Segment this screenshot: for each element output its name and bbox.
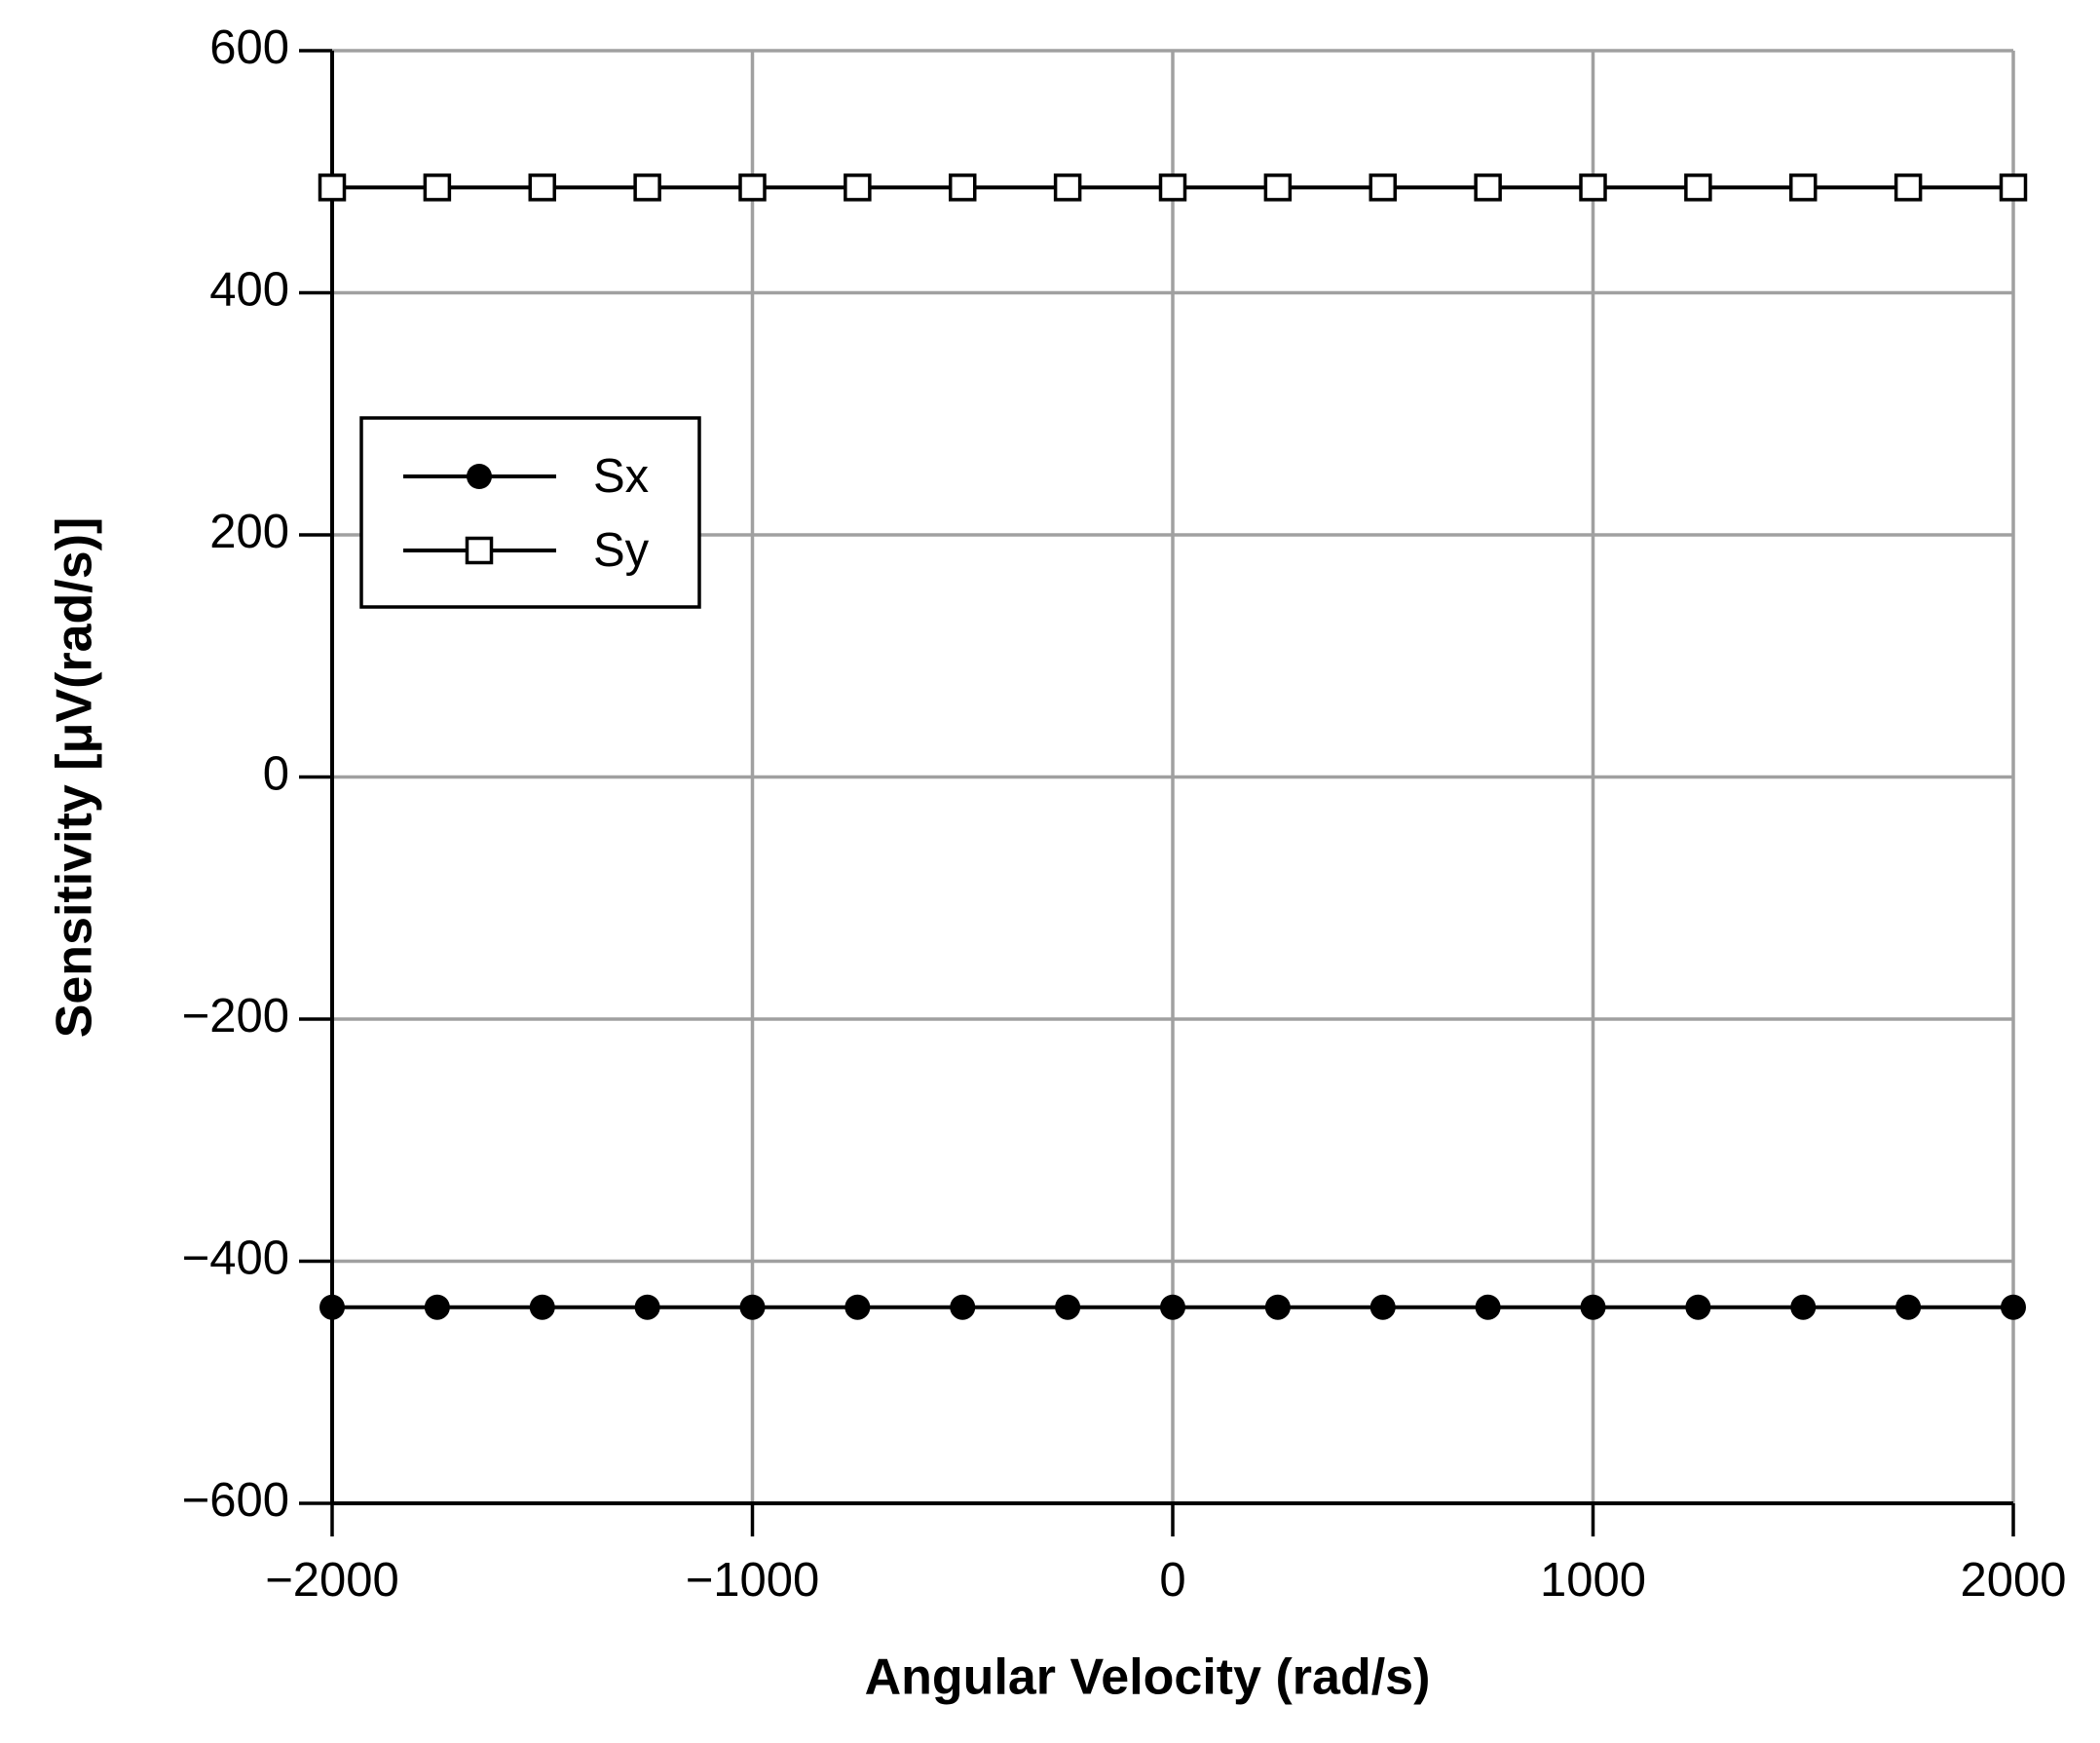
marker bbox=[1580, 1294, 1606, 1320]
marker bbox=[319, 1294, 345, 1320]
marker bbox=[1474, 173, 1502, 202]
marker bbox=[844, 1294, 871, 1320]
marker bbox=[1789, 173, 1818, 202]
marker bbox=[949, 173, 977, 202]
y-tick-label: 200 bbox=[209, 506, 289, 558]
marker bbox=[1263, 173, 1293, 202]
marker bbox=[318, 173, 347, 202]
x-tick-label: −2000 bbox=[265, 1554, 399, 1607]
marker bbox=[1475, 1294, 1501, 1320]
marker bbox=[1895, 1294, 1922, 1320]
marker bbox=[529, 1294, 555, 1320]
marker bbox=[424, 1294, 450, 1320]
legend-label: Sx bbox=[593, 450, 649, 503]
marker bbox=[1685, 1294, 1711, 1320]
legend-marker bbox=[467, 464, 492, 489]
x-tick-label: −1000 bbox=[686, 1554, 820, 1607]
marker bbox=[1264, 1294, 1291, 1320]
y-tick-label: −400 bbox=[182, 1231, 289, 1284]
legend-marker bbox=[465, 536, 494, 565]
marker bbox=[528, 173, 556, 202]
x-axis-title: Angular Velocity (rad/s) bbox=[865, 1649, 1431, 1706]
legend-label: Sy bbox=[593, 524, 650, 577]
y-tick-label: −200 bbox=[182, 990, 289, 1042]
marker bbox=[1790, 1294, 1817, 1320]
x-tick-label: 0 bbox=[1159, 1554, 1185, 1607]
marker bbox=[1894, 173, 1923, 202]
marker bbox=[1160, 1294, 1185, 1320]
legend-box bbox=[359, 416, 701, 609]
marker bbox=[633, 173, 661, 202]
y-tick-label: −600 bbox=[182, 1474, 289, 1527]
y-tick-label: 600 bbox=[209, 21, 289, 74]
y-tick-label: 0 bbox=[263, 747, 289, 800]
y-tick-label: 400 bbox=[209, 263, 289, 316]
marker bbox=[2001, 1294, 2026, 1320]
marker bbox=[423, 173, 452, 202]
marker bbox=[738, 173, 767, 202]
marker bbox=[1369, 173, 1397, 202]
marker bbox=[1369, 1294, 1396, 1320]
marker bbox=[950, 1294, 976, 1320]
x-tick-label: 1000 bbox=[1540, 1554, 1646, 1607]
x-tick-label: 2000 bbox=[1960, 1554, 2066, 1607]
y-axis-title: Sensitivity [μV(rad/s)] bbox=[47, 517, 103, 1039]
marker bbox=[1158, 173, 1187, 202]
marker bbox=[739, 1294, 766, 1320]
marker bbox=[1055, 1294, 1081, 1320]
marker bbox=[1053, 173, 1082, 202]
marker bbox=[844, 173, 872, 202]
marker bbox=[1999, 173, 2028, 202]
marker bbox=[1684, 173, 1712, 202]
marker bbox=[634, 1294, 660, 1320]
marker bbox=[1579, 173, 1607, 202]
